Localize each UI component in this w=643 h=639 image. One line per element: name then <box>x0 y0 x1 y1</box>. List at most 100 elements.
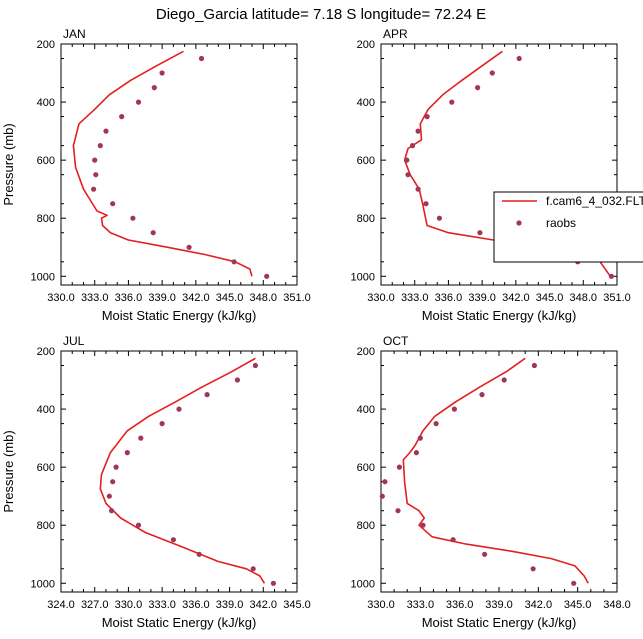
raobs-point <box>433 421 439 427</box>
raobs-point <box>413 450 419 456</box>
chart-panel-oct: OCT 330.0 333.0 336.0 339.0 342.0 345.0 348.0 20… <box>351 334 631 630</box>
y-tick-label: 800 <box>357 520 375 532</box>
raobs-point <box>270 580 276 586</box>
x-tick-label: 324.0 <box>47 599 75 611</box>
x-axis-label: Moist Static Energy (kJ/kg) <box>422 308 577 323</box>
x-tick-label: 336.0 <box>446 599 474 611</box>
y-tick-label: 400 <box>357 97 375 109</box>
x-tick-label: 342.0 <box>250 599 278 611</box>
raobs-point <box>409 143 416 149</box>
x-tick-label: 336.0 <box>182 599 210 611</box>
raobs-point <box>135 99 142 105</box>
chart-panel-jan: JAN 330.0 333.0 336.0 339.0 342.0 345.0 348.0 35… <box>1 27 311 323</box>
raobs-point <box>382 479 388 485</box>
raobs-point <box>415 128 421 134</box>
x-tick-label: 345.0 <box>564 599 592 611</box>
chart-panel-apr: APR 330.0 333.0 336.0 339.0 342.0 345.0 348.0 35… <box>351 27 631 323</box>
x-tick-label: 336.0 <box>435 292 463 304</box>
raobs-point <box>97 143 103 149</box>
y-tick-label: 1000 <box>351 578 375 590</box>
raobs-point <box>150 230 156 236</box>
raobs-point <box>571 580 577 586</box>
raobs-point <box>119 114 125 120</box>
chart-panel-jul: JUL 324.0 327.0 330.0 333.0 336.0 339.0 342.0 34… <box>1 334 311 630</box>
raobs-point <box>404 157 410 163</box>
raobs-point <box>424 114 430 120</box>
raobs-point <box>151 85 157 91</box>
raobs-point <box>110 479 116 485</box>
x-axis-label: Moist Static Energy (kJ/kg) <box>422 615 577 630</box>
raobs-point <box>449 99 455 105</box>
x-tick-label: 342.0 <box>182 292 210 304</box>
raobs-point <box>124 450 130 456</box>
raobs-point <box>423 201 429 207</box>
y-tick-label: 1000 <box>31 578 55 590</box>
x-tick-label: 330.0 <box>367 599 395 611</box>
raobs-point <box>234 377 240 383</box>
model-line <box>72 50 253 277</box>
legend-model-label: f.cam6_4_032.FLTHIST_ne30.r328_gamma0.33… <box>546 194 643 208</box>
x-tick-label: 336.0 <box>115 292 143 304</box>
raobs-point <box>516 55 522 62</box>
panel-title: JUL <box>63 334 85 348</box>
panel-title: JAN <box>63 27 86 41</box>
x-tick-label: 330.0 <box>115 599 143 611</box>
x-tick-label: 333.0 <box>81 292 109 304</box>
y-tick-label: 600 <box>357 155 375 167</box>
x-tick-label: 330.0 <box>47 292 75 304</box>
plot-frame <box>380 43 618 286</box>
raobs-point <box>475 85 481 91</box>
legend-obs-label: raobs <box>546 216 576 230</box>
raobs-point <box>92 157 98 163</box>
x-tick-label: 342.0 <box>525 599 553 611</box>
y-tick-label: 400 <box>37 404 55 416</box>
raobs-point <box>450 537 456 543</box>
raobs-point <box>501 377 507 383</box>
plot-frame <box>380 350 618 593</box>
raobs-point <box>417 435 423 441</box>
figure-title: Diego_Garcia latitude= 7.18 S longitude=… <box>156 6 486 23</box>
panels: JAN 330.0 333.0 336.0 339.0 342.0 345.0 348.0 35… <box>1 27 631 630</box>
raobs-point <box>186 244 192 250</box>
y-tick-label: 400 <box>357 404 375 416</box>
raobs-point <box>264 273 270 279</box>
y-tick-label: 200 <box>357 346 375 358</box>
raobs-point <box>198 55 205 62</box>
x-tick-label: 339.0 <box>468 292 496 304</box>
raobs-point <box>395 508 401 514</box>
raobs-point <box>531 362 538 369</box>
raobs-point <box>176 406 182 412</box>
y-axis-label: Pressure (mb) <box>1 430 16 512</box>
x-tick-label: 330.0 <box>367 292 395 304</box>
legend-box <box>493 191 643 263</box>
raobs-point <box>420 522 426 528</box>
y-tick-label: 800 <box>37 213 55 225</box>
raobs-point <box>252 362 258 369</box>
y-tick-label: 600 <box>357 462 375 474</box>
x-tick-label: 327.0 <box>81 599 109 611</box>
raobs-point <box>138 435 144 441</box>
raobs-point <box>204 392 210 398</box>
legend: f.cam6_4_032.FLTHIST_ne30.r328_gamma0.33… <box>493 191 643 263</box>
legend-obs-marker <box>516 220 522 226</box>
x-tick-label: 351.0 <box>283 292 311 304</box>
raobs-point <box>196 551 202 557</box>
raobs-point <box>113 464 119 470</box>
model-line <box>99 357 266 584</box>
raobs-point <box>170 537 176 543</box>
raobs-point <box>103 128 109 134</box>
raobs-point <box>159 70 165 76</box>
y-tick-label: 200 <box>357 39 375 51</box>
raobs-point <box>130 215 136 221</box>
y-tick-label: 1000 <box>31 271 55 283</box>
raobs-point <box>379 493 385 499</box>
raobs-point <box>135 522 142 528</box>
raobs-point <box>415 186 421 192</box>
x-tick-label: 348.0 <box>570 292 598 304</box>
raobs-point <box>110 201 116 207</box>
y-tick-label: 600 <box>37 155 55 167</box>
x-tick-label: 333.0 <box>407 599 435 611</box>
raobs-point <box>479 392 485 398</box>
raobs-point <box>93 172 99 178</box>
